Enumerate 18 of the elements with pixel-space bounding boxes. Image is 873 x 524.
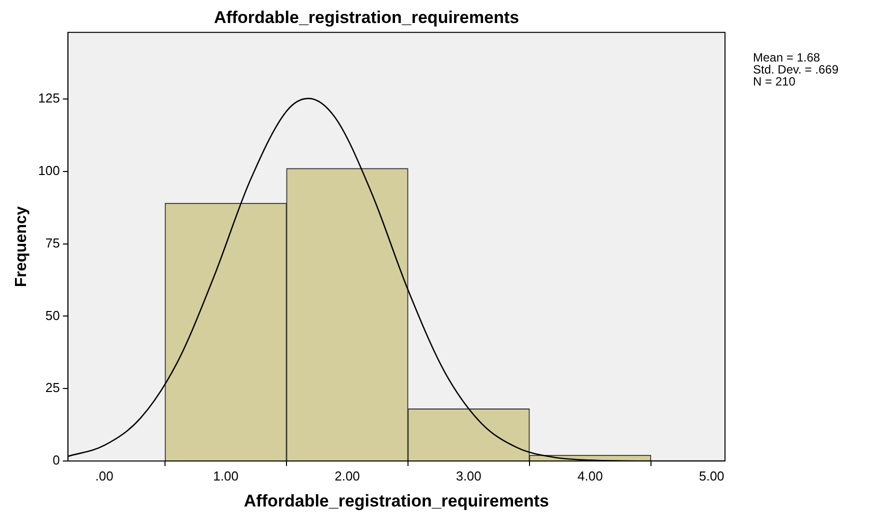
y-tick-label: 100 — [38, 162, 60, 178]
y-tick-label: 125 — [38, 90, 60, 106]
x-tick-label: .00 — [95, 468, 114, 484]
y-tick-label: 25 — [45, 380, 60, 396]
x-tick-label: 1.00 — [213, 468, 238, 484]
y-tick-label: 50 — [45, 308, 60, 323]
x-tick-label: 2.00 — [334, 468, 360, 484]
x-tick-label: 4.00 — [578, 468, 603, 484]
text: Std. Dev. = .669 — [753, 62, 839, 77]
y-axis-title: Frequency — [13, 206, 30, 288]
chart-title: Affordable_registration_requirements — [214, 8, 520, 27]
x-axis-title: Affordable_registration_requirements — [244, 491, 550, 510]
y-tick-label: 75 — [45, 235, 60, 250]
x-tick-label: 3.00 — [456, 468, 482, 484]
text: Mean = 1.68 — [753, 50, 820, 65]
x-tick-label: 5.00 — [698, 468, 724, 484]
y-tick-label: 0 — [52, 452, 60, 468]
text: N = 210 — [753, 74, 796, 89]
